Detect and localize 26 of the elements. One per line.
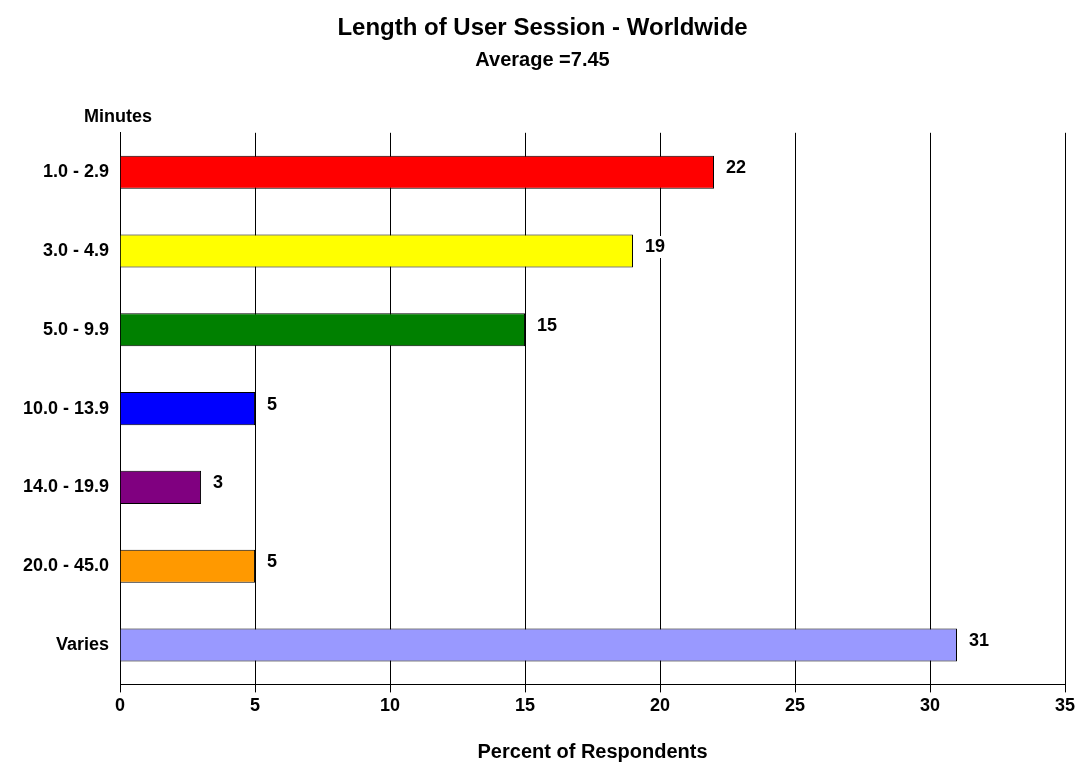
data-label: 19 — [645, 235, 666, 256]
x-tick-label: 25 — [785, 695, 806, 716]
x-tick-label: 15 — [515, 695, 536, 716]
y-tick-label: 5.0 - 9.9 — [43, 318, 110, 339]
y-tick-label: Varies — [56, 633, 110, 654]
y-tick-label: 14.0 - 19.9 — [23, 476, 110, 497]
y-axis-title: Minutes — [83, 105, 153, 126]
x-tick-label: 5 — [250, 695, 261, 716]
x-tick-label: 30 — [919, 695, 941, 716]
y-tick-label: 3.0 - 4.9 — [43, 239, 110, 260]
x-tick-label: 35 — [1054, 695, 1076, 716]
x-tick-label: 20 — [650, 695, 671, 716]
x-axis-title: Percent of Respondents — [477, 739, 708, 762]
data-label: 31 — [969, 629, 990, 650]
data-label: 5 — [267, 551, 278, 572]
data-label: 3 — [213, 472, 224, 493]
chart-subtitle: Average =7.45 — [475, 48, 610, 71]
x-tick-label: 0 — [115, 695, 126, 716]
data-label: 15 — [537, 314, 558, 335]
x-tick-label: 10 — [380, 695, 401, 716]
y-tick-label: 10.0 - 13.9 — [23, 397, 110, 418]
data-label: 22 — [726, 157, 747, 178]
data-label: 5 — [267, 393, 278, 414]
y-tick-label: 20.0 - 45.0 — [23, 555, 110, 576]
chart-title: Length of User Session - Worldwide — [337, 13, 748, 41]
y-tick-label: 1.0 - 2.9 — [43, 161, 110, 182]
